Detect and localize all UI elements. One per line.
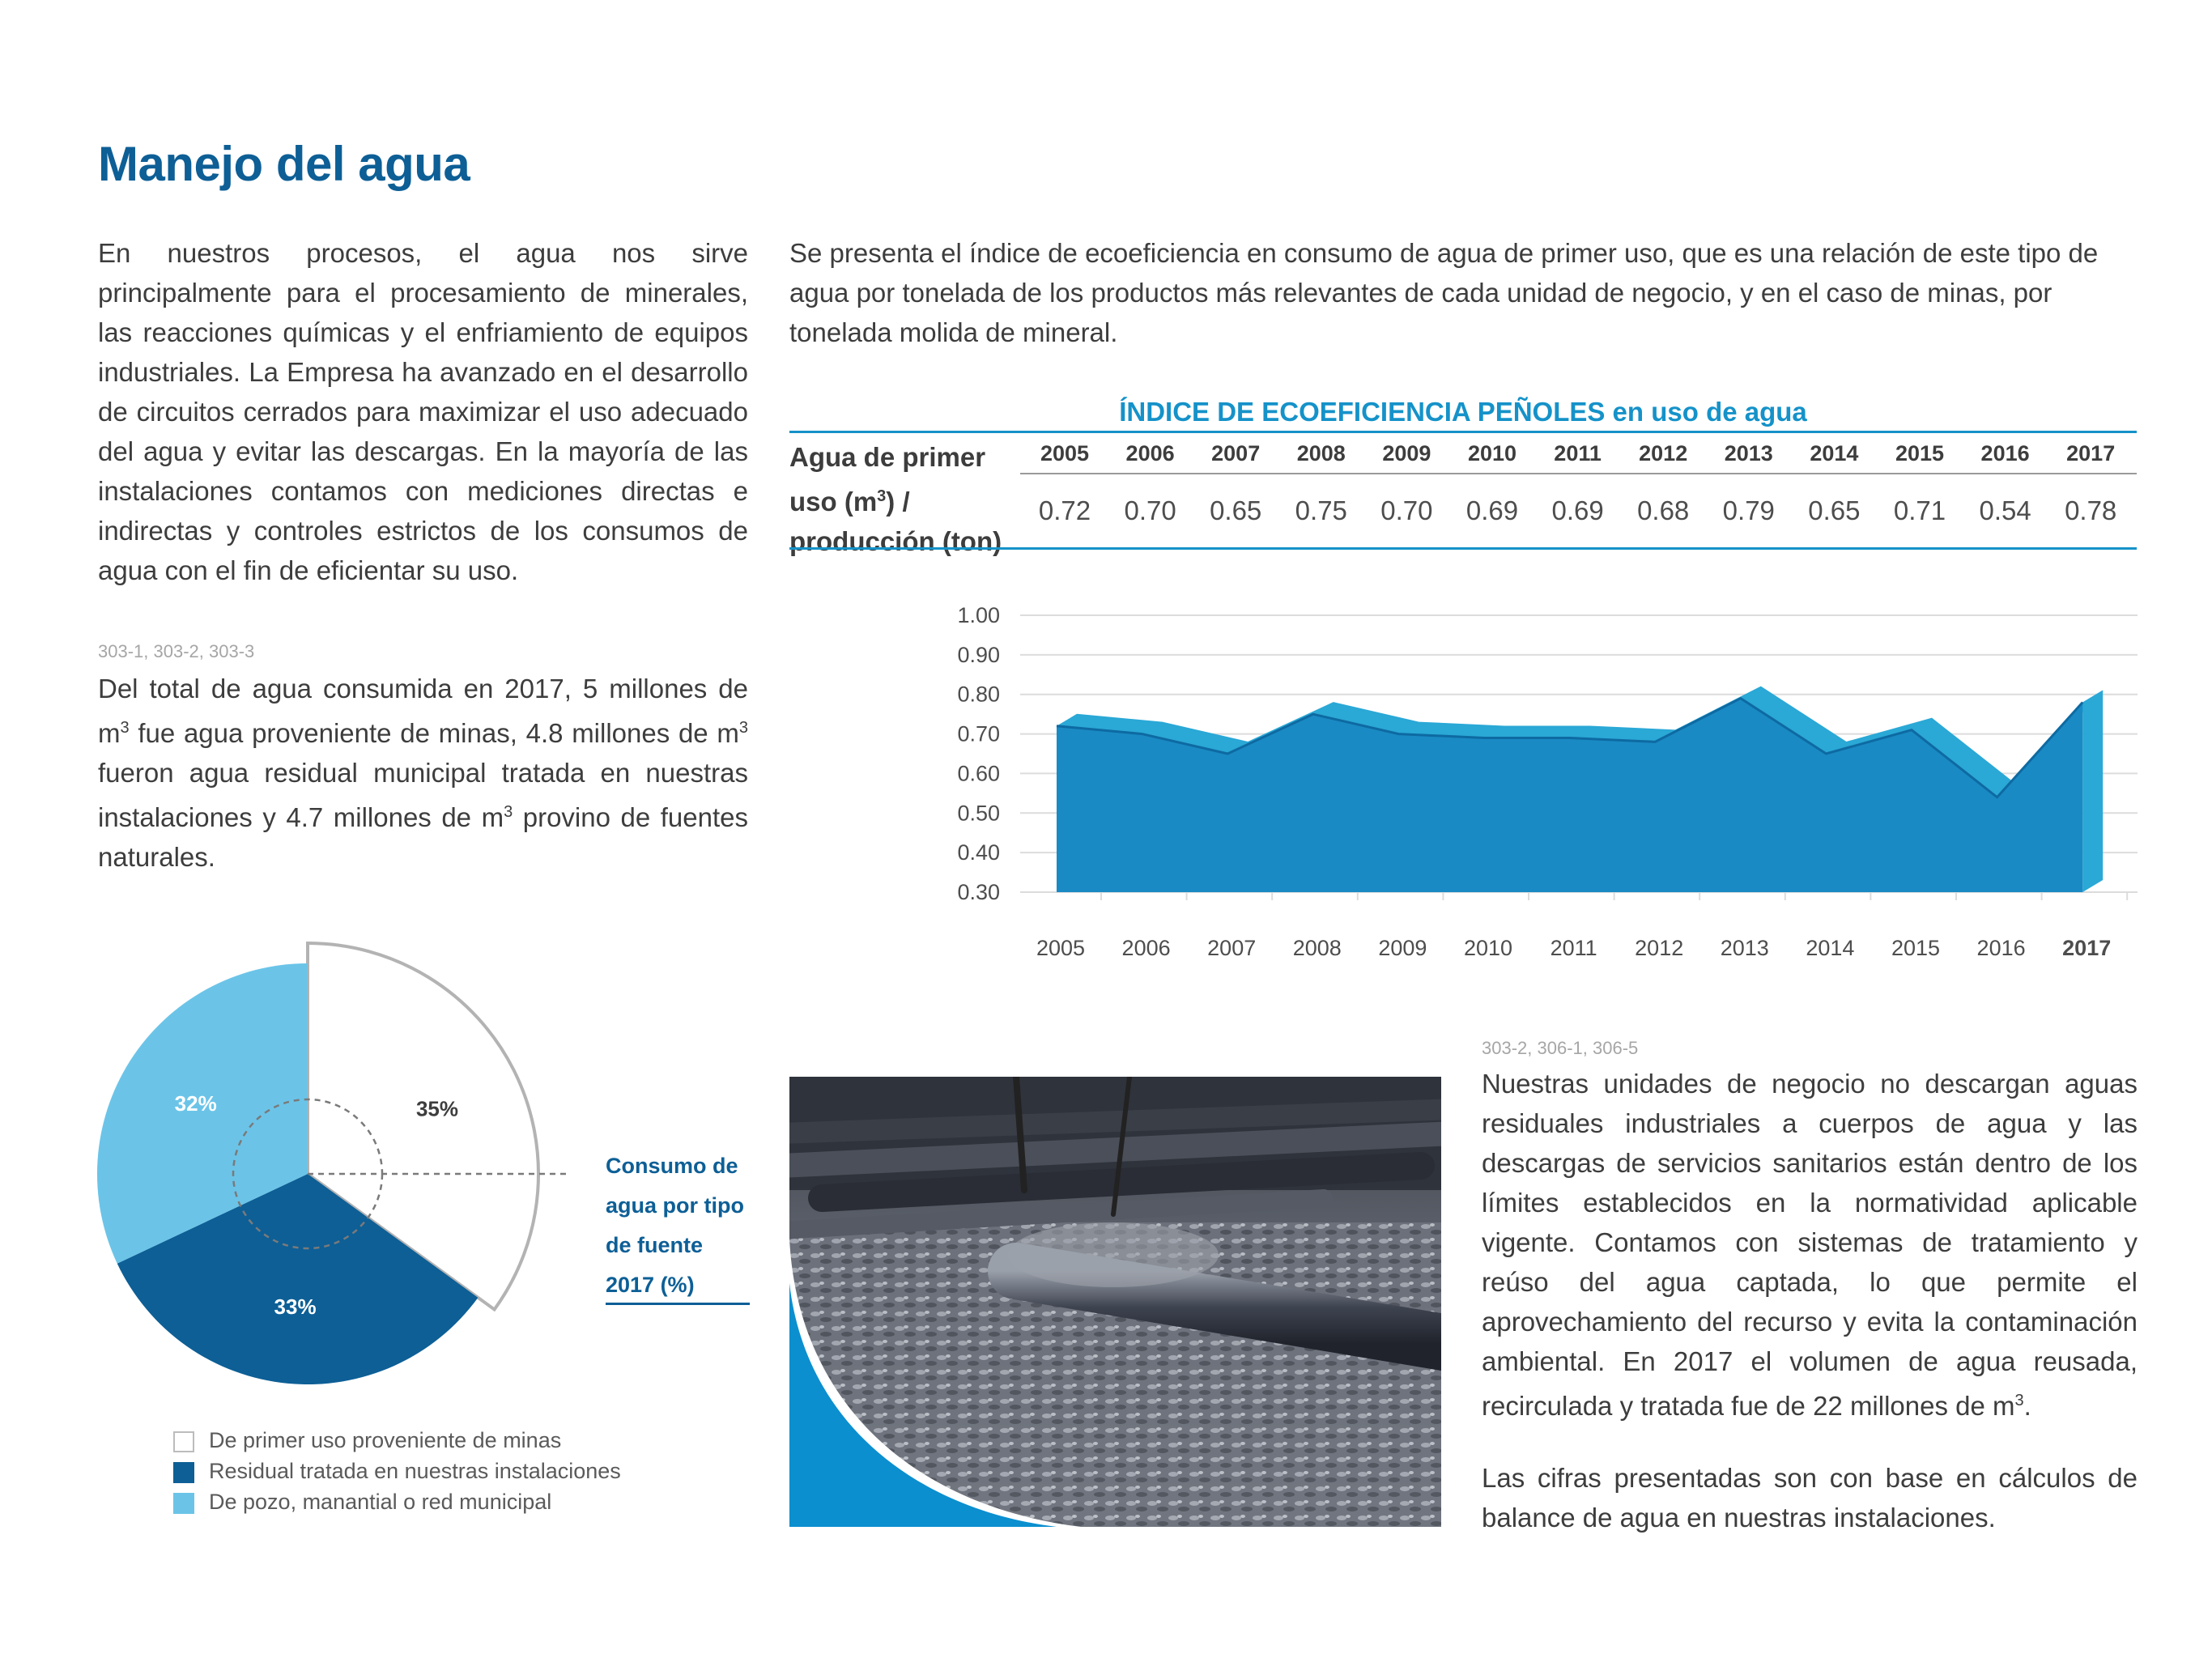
y-tick-label: 1.00: [957, 603, 1000, 627]
pie-caption-underline: [606, 1303, 750, 1305]
pie-slice: [306, 941, 540, 1312]
y-tick-label: 0.80: [957, 682, 1000, 707]
table-row-label: Agua de primer uso (m3) / producción (to…: [789, 442, 1002, 556]
x-tick-label: 2013: [1721, 936, 1769, 960]
area-series: [1057, 698, 2083, 892]
pie-chart-caption: Consumo de agua por tipo de fuente 2017 …: [606, 1154, 744, 1297]
index-description-paragraph: Se presenta el índice de ecoeficiencia e…: [789, 238, 2099, 347]
legend-item-well: De pozo, manantial o red municipal: [173, 1488, 551, 1516]
legend-swatch: [173, 1431, 194, 1452]
x-tick-label: 2005: [1036, 936, 1085, 960]
calculation-note-paragraph: Las cifras presentadas son con base en c…: [1482, 1463, 2138, 1533]
table-value-cell: 0.75: [1295, 495, 1347, 525]
table-value-cell: 0.68: [1637, 495, 1690, 525]
x-tick-label: 2008: [1293, 936, 1342, 960]
gri-reference: 303-1, 303-2, 303-3: [98, 641, 255, 661]
area-side: [2082, 690, 2104, 892]
table-value-cell: 0.79: [1722, 495, 1775, 525]
table-year-header: 2007: [1211, 441, 1261, 466]
pie-slice-label: 35%: [416, 1096, 458, 1120]
table-value-cell: 0.72: [1038, 495, 1091, 525]
table-header-rule: [1020, 473, 2137, 474]
table-value-cell: 0.54: [1979, 495, 2031, 525]
table-year-header: 2006: [1125, 441, 1175, 466]
pie-slice: [96, 963, 308, 1264]
pie-slice-label: 32%: [175, 1091, 217, 1116]
table-year-header: 2013: [1724, 441, 1773, 466]
industrial-pipes-photo: [789, 1077, 1441, 1527]
y-tick-label: 0.60: [957, 761, 1000, 785]
legend-item-treated: Residual tratada en nuestras instalacion…: [173, 1457, 621, 1485]
table-year-header: 2008: [1296, 441, 1346, 466]
table-year-header: 2016: [1980, 441, 2030, 466]
y-tick-label: 0.40: [957, 840, 1000, 865]
table-value-cell: 0.65: [1808, 495, 1861, 525]
x-tick-label: 2009: [1378, 936, 1427, 960]
ecoefficiency-area-chart: 1.00 0.90 0.80 0.70 0.60 0.50 0.40 0.30 2005 2006…: [957, 603, 2138, 960]
y-tick-label: 0.90: [957, 643, 1000, 667]
water-sources-paragraph: Del total de agua consumida en 2017, 5 m…: [98, 674, 748, 872]
legend-item-mines: De primer uso proveniente de minas: [173, 1426, 561, 1454]
x-tick-label: 2007: [1207, 936, 1256, 960]
table-value-cell: 0.71: [1893, 495, 1946, 525]
x-tick-label: 2011: [1551, 936, 1597, 960]
legend-swatch: [173, 1492, 194, 1514]
area-top-band: [1057, 686, 2104, 797]
legend-swatch: [173, 1461, 194, 1483]
x-tick-label: 2017: [2062, 936, 2111, 960]
table-value-cell: 0.69: [1551, 495, 1604, 525]
x-tick-label: 2016: [1977, 936, 2026, 960]
table-title: ÍNDICE DE ECOEFICIENCIA PEÑOLES en uso d…: [1119, 397, 1807, 427]
intro-paragraph: En nuestros procesos, el agua nos sirve …: [98, 238, 748, 585]
table-value-cell: 0.78: [2065, 495, 2117, 525]
water-source-pie-chart: 35% 33% 32%: [96, 941, 567, 1384]
table-bottom-rule: [789, 547, 2137, 550]
x-tick-label: 2010: [1464, 936, 1512, 960]
x-tick-label: 2006: [1122, 936, 1171, 960]
pie-slice-label: 33%: [274, 1295, 317, 1319]
table-year-header: 2005: [1040, 441, 1090, 466]
x-tick-label: 2012: [1635, 936, 1683, 960]
area-line: [1056, 696, 2084, 799]
table-value-cell: 0.70: [1124, 495, 1176, 525]
table-year-header: 2015: [1895, 441, 1945, 466]
table-year-header: 2009: [1382, 441, 1431, 466]
y-tick-label: 0.70: [957, 722, 1000, 746]
pie-slice: [117, 1174, 479, 1384]
y-tick-label: 0.50: [957, 801, 1000, 825]
x-tick-label: 2015: [1891, 936, 1940, 960]
table-year-header: 2017: [2066, 441, 2116, 466]
table-year-header: 2010: [1467, 441, 1517, 466]
x-tick-label: 2014: [1806, 936, 1854, 960]
page-title: Manejo del agua: [98, 137, 470, 191]
table-year-header: 2012: [1639, 441, 1688, 466]
discharge-paragraph: Nuestras unidades de negocio no descarga…: [1482, 1069, 2138, 1421]
table-year-header: 2014: [1810, 441, 1859, 466]
table-value-cell: 0.69: [1465, 495, 1519, 525]
gri-reference-2: 303-2, 306-1, 306-5: [1482, 1038, 1639, 1058]
table-value-cell: 0.65: [1210, 495, 1262, 525]
y-tick-label: 0.30: [957, 880, 1000, 904]
table-year-header: 2011: [1554, 441, 1602, 466]
table-value-cell: 0.70: [1380, 495, 1433, 525]
table-top-rule: [789, 431, 2137, 433]
